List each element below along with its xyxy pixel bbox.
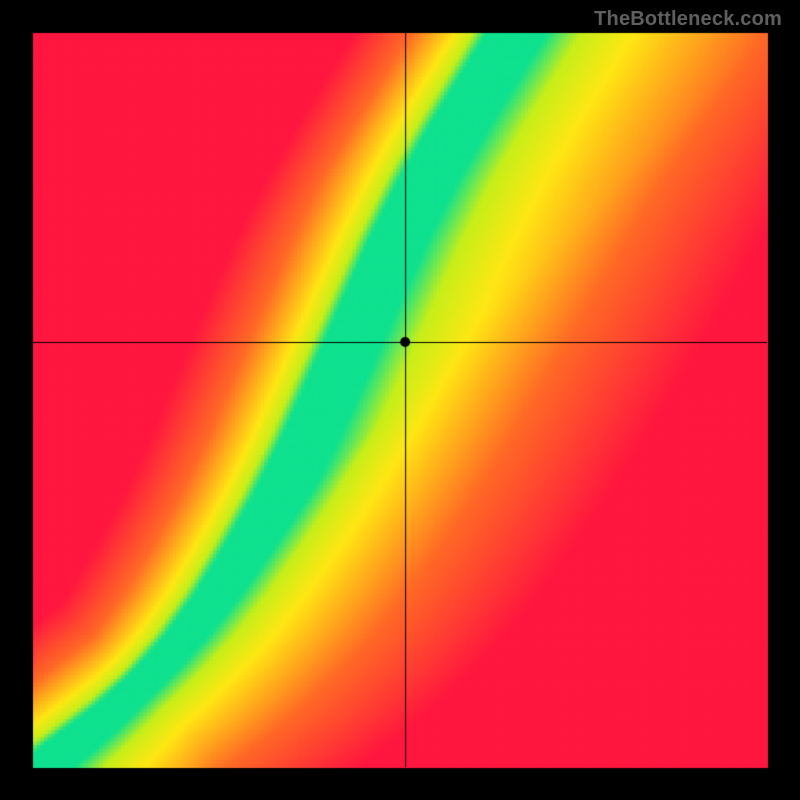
- watermark-text: TheBottleneck.com: [594, 8, 782, 31]
- bottleneck-heatmap: [0, 0, 800, 800]
